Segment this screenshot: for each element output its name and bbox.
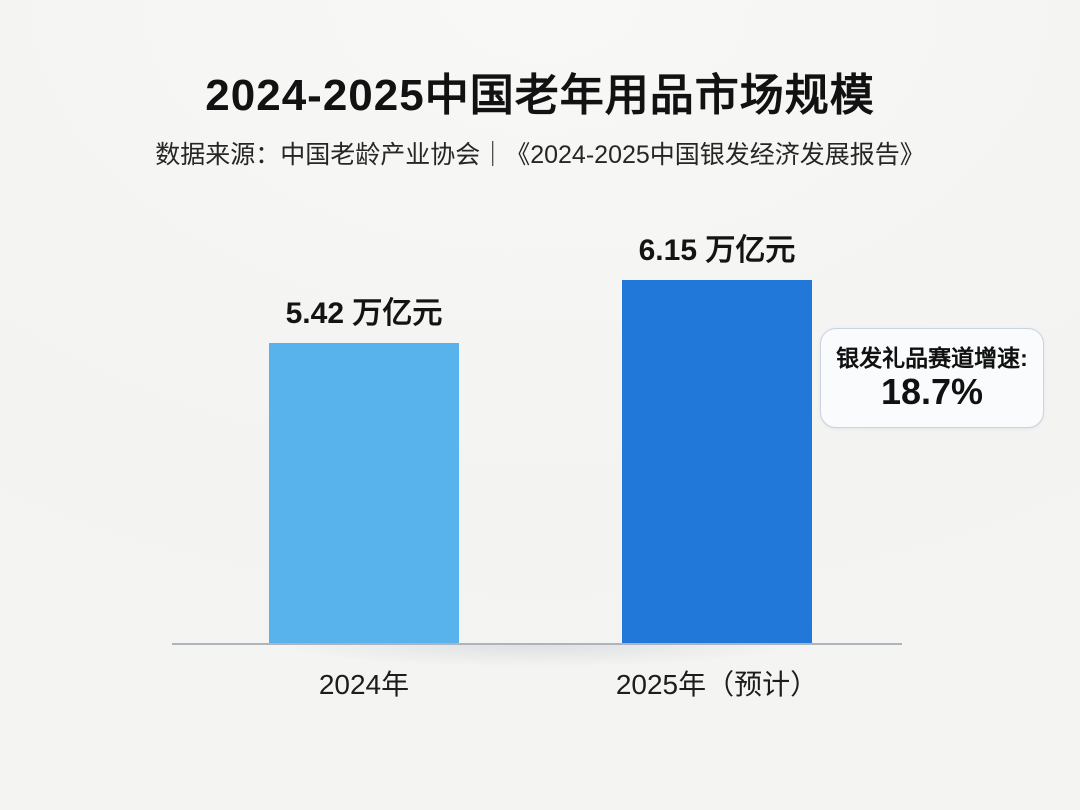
bar-value-label-2025: 6.15 万亿元	[638, 234, 796, 267]
chart-source: 数据来源：中国老龄产业协会｜《2024-2025中国银发经济发展报告》	[155, 141, 925, 169]
growth-callout: 银发礼品赛道增速: 18.7%	[820, 328, 1044, 428]
chart-title: 2024-2025中国老年用品市场规模	[205, 71, 875, 120]
bar-value-label-2024: 5.42 万亿元	[285, 297, 443, 330]
growth-callout-value: 18.7%	[880, 371, 984, 413]
x-axis-line	[172, 643, 902, 645]
bar-2024	[269, 343, 459, 644]
x-axis-label-2025: 2025年（预计）	[615, 669, 819, 700]
growth-callout-label: 银发礼品赛道增速:	[836, 344, 1028, 371]
x-axis-label-2024: 2024年	[318, 669, 410, 700]
bar-2025	[622, 280, 812, 644]
